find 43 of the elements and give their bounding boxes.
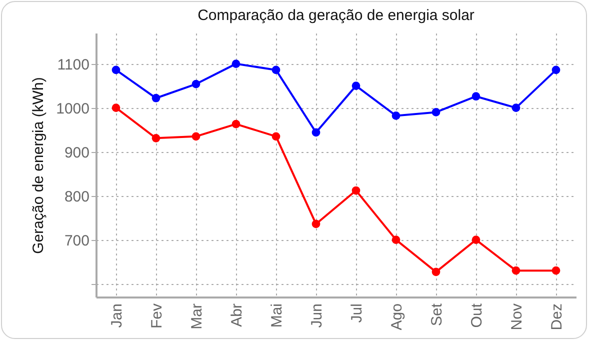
x-tick-label: Mar xyxy=(188,304,206,330)
x-tick-label: Out xyxy=(468,302,486,328)
point xyxy=(552,66,560,74)
x-tick-label: Ago xyxy=(388,304,406,330)
x-tick-label: Fev xyxy=(148,303,166,329)
point xyxy=(352,82,360,90)
point xyxy=(152,94,160,102)
x-tick-label: Set xyxy=(428,302,446,326)
point xyxy=(192,80,200,88)
point xyxy=(352,186,360,195)
x-tick-label: Jun xyxy=(308,304,326,328)
point xyxy=(312,128,320,137)
x-tick-label: Nov xyxy=(508,303,526,330)
point xyxy=(312,220,320,228)
point xyxy=(112,104,120,112)
x-tick-label: Dez xyxy=(548,304,566,330)
point xyxy=(232,120,240,128)
point xyxy=(472,92,480,101)
point xyxy=(392,112,400,120)
point xyxy=(232,60,240,68)
y-tick-label: 700 xyxy=(64,232,90,250)
x-tick-label: Jan xyxy=(108,304,126,328)
point xyxy=(272,66,280,74)
y-tick-label: 900 xyxy=(64,144,90,162)
y-tick-label: 1000 xyxy=(56,100,90,118)
point xyxy=(272,132,280,141)
x-tick-label: Mai xyxy=(268,304,286,328)
point xyxy=(472,236,480,244)
chart-title: Comparação da geração de energia solar xyxy=(198,7,474,24)
y-axis-title: Geração de energia (kWh) xyxy=(30,77,48,254)
point xyxy=(152,134,160,142)
x-tick-label: Jul xyxy=(348,304,366,323)
point xyxy=(192,132,200,141)
point xyxy=(432,108,440,116)
y-tick-label: 800 xyxy=(64,188,90,206)
point xyxy=(392,236,400,244)
point xyxy=(512,266,520,275)
point xyxy=(512,104,520,112)
point xyxy=(432,268,440,276)
point xyxy=(552,266,560,275)
point xyxy=(112,66,120,74)
x-tick-label: Abr xyxy=(228,303,246,327)
y-tick-label: 1100 xyxy=(57,56,90,74)
